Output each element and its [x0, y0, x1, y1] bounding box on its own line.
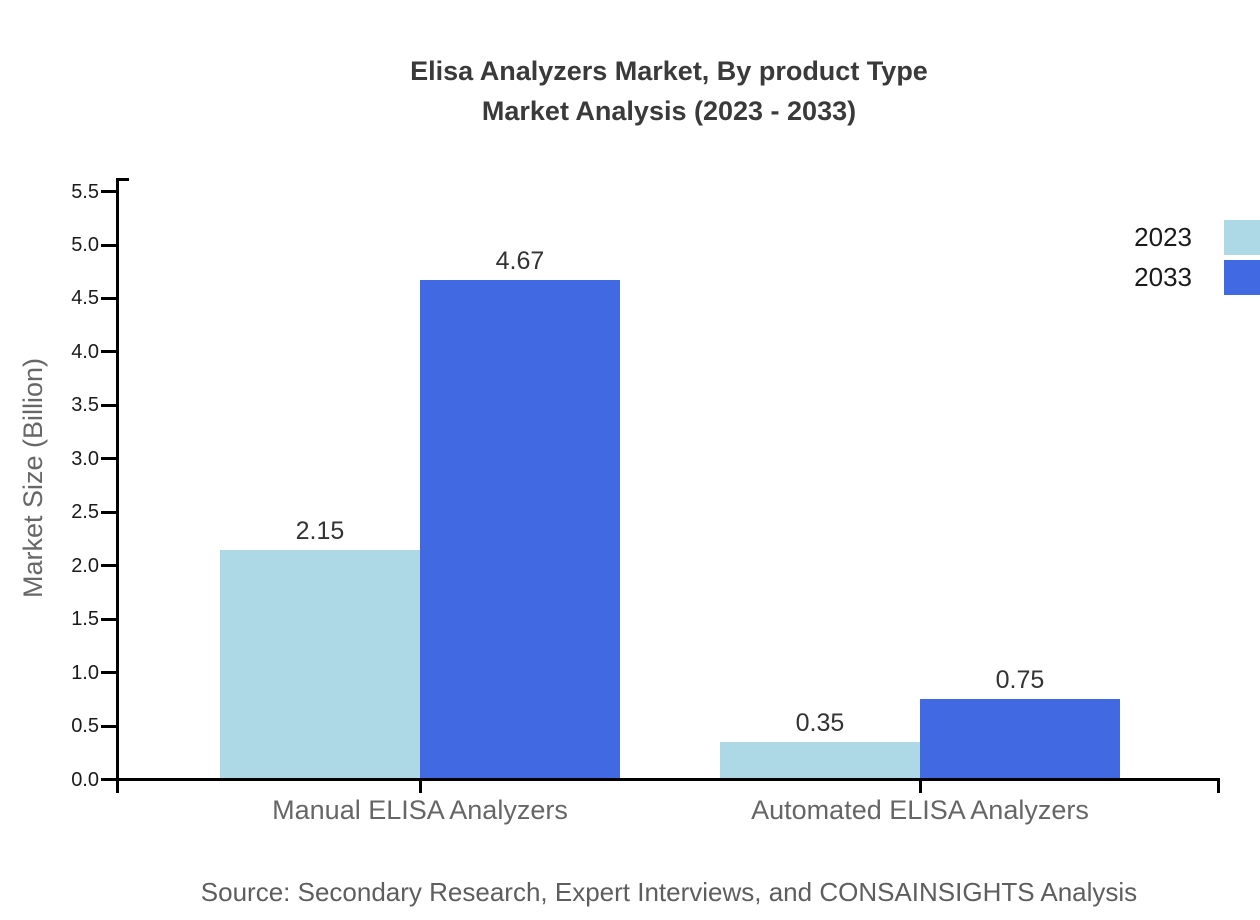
y-tick-mark [101, 296, 116, 300]
legend: 2023 2033 [1134, 220, 1260, 300]
category-label: Manual ELISA Analyzers [272, 795, 568, 825]
y-tick-label: 3.0 [71, 447, 99, 470]
y-tick-label: 2.0 [71, 554, 99, 577]
bar-value-label: 0.75 [995, 666, 1045, 695]
y-tick-mark [101, 243, 116, 247]
x-axis-line [115, 778, 1220, 781]
y-tick-mark [101, 724, 116, 728]
legend-row: 2033 [1134, 260, 1260, 295]
chart-title-line-1: Elisa Analyzers Market, By product Type [410, 56, 928, 86]
y-axis-line [116, 178, 119, 793]
y-tick-label: 4.0 [71, 340, 99, 363]
y-tick-mark [101, 617, 116, 621]
y-tick-label: 1.0 [71, 661, 99, 684]
y-tick-mark [101, 564, 116, 568]
x-tick-mark [918, 778, 922, 793]
bar-value-label: 2.15 [295, 516, 345, 545]
y-tick-label: 4.5 [71, 287, 99, 310]
legend-label-2033: 2033 [1134, 262, 1192, 292]
y-tick-mark [101, 350, 116, 354]
y-tick-label: 0.0 [71, 768, 99, 791]
chart-title: Elisa Analyzers Market, By product Type … [78, 51, 1260, 131]
y-tick-label: 3.5 [71, 394, 99, 417]
chart-title-line-2: Market Analysis (2023 - 2033) [481, 96, 857, 126]
y-tick-mark [101, 778, 116, 781]
bar-2033-category-0 [420, 280, 620, 780]
bar-value-label: 0.35 [795, 709, 845, 738]
y-tick-mark [101, 671, 116, 675]
x-axis-end-cap [1217, 778, 1220, 793]
bar-2023-category-1 [720, 742, 920, 780]
source-note: Source: Secondary Research, Expert Inter… [200, 877, 1138, 907]
bar-2023-category-0 [220, 549, 420, 780]
bar-2033-category-1 [920, 699, 1120, 780]
y-tick-label: 2.5 [71, 501, 99, 524]
y-tick-mark [101, 457, 116, 461]
legend-swatch-2023 [1224, 220, 1260, 255]
y-tick-label: 5.5 [71, 180, 99, 203]
y-tick-label: 5.0 [71, 234, 99, 256]
legend-row: 2023 [1134, 220, 1260, 255]
legend-swatch-2033 [1224, 260, 1260, 295]
y-tick-label: 1.5 [71, 608, 99, 631]
y-axis-top-cap [116, 178, 129, 181]
y-tick-mark [101, 510, 116, 514]
bar-value-label: 4.67 [495, 247, 545, 276]
legend-label-2023: 2023 [1134, 222, 1192, 252]
y-tick-label: 0.5 [71, 715, 99, 738]
y-tick-mark [101, 403, 116, 407]
category-label: Automated ELISA Analyzers [751, 795, 1089, 825]
x-tick-mark [418, 778, 422, 793]
y-tick-mark [101, 190, 116, 194]
